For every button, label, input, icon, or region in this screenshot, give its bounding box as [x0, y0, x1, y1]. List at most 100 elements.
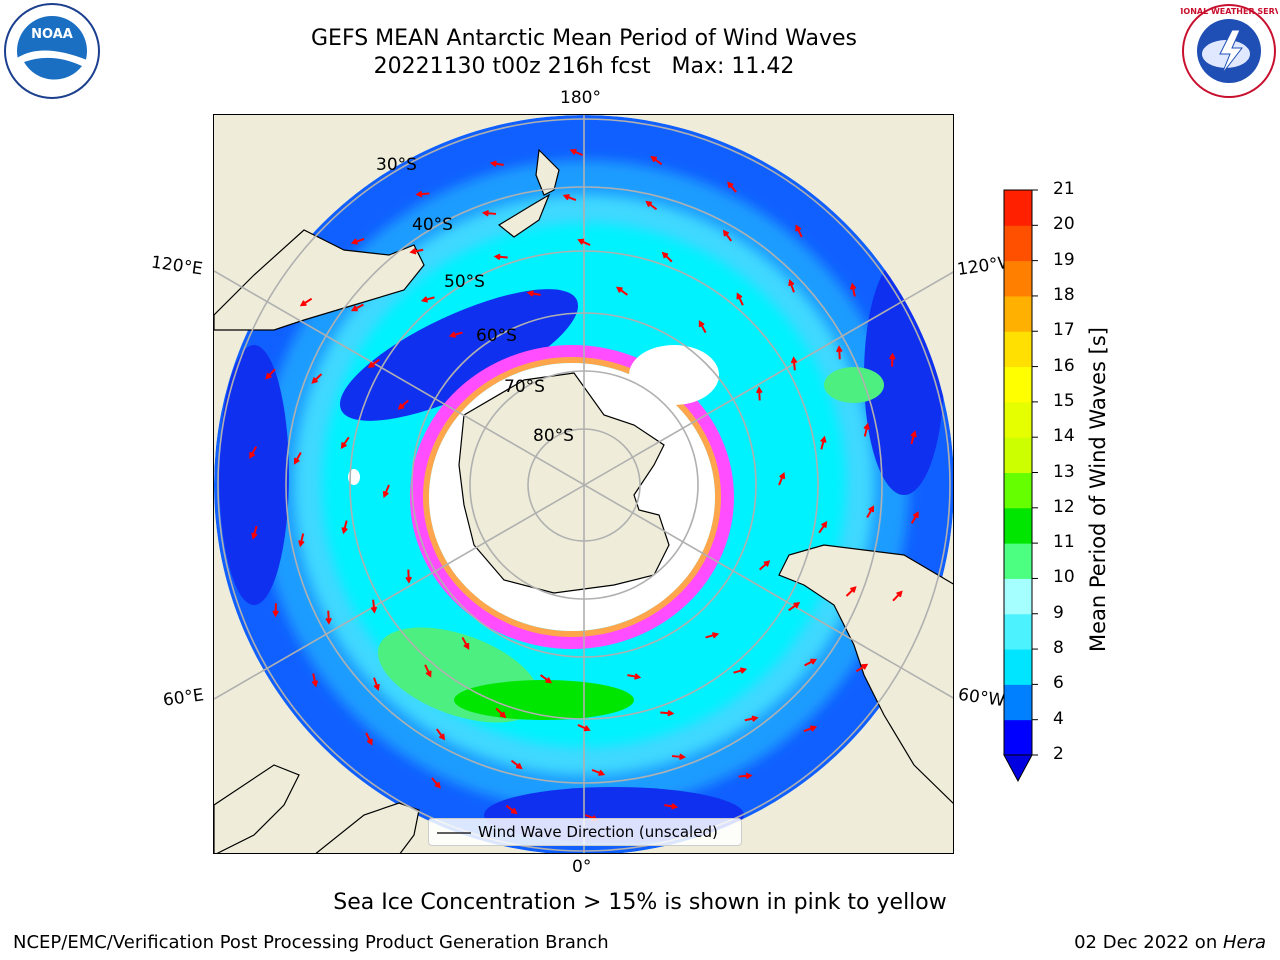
- lat-label-30s: 30°S: [376, 155, 417, 175]
- colorbar-tick-label: 10: [1053, 567, 1075, 588]
- wind-arrow: [577, 238, 591, 246]
- lat-label-60s: 60°S: [476, 326, 517, 346]
- wind-arrow: [562, 194, 577, 202]
- wind-arrow: [892, 590, 903, 602]
- wind-arrow: [409, 248, 424, 255]
- wind-arrow: [722, 229, 733, 242]
- lon-label-0: 0°: [572, 857, 592, 877]
- colorbar-swatch: [1004, 295, 1032, 332]
- wind-arrow: [510, 759, 523, 770]
- colorbar-tick-label: 6: [1053, 673, 1064, 694]
- colorbar-tick-label: 4: [1053, 708, 1064, 729]
- wind-arrow: [660, 709, 675, 717]
- noaa-logo-text: NOAA: [31, 27, 73, 42]
- sea-ice-edge: [410, 345, 734, 649]
- wind-arrow: [591, 768, 606, 776]
- wind-arrow: [863, 422, 870, 437]
- colorbar-swatch: [1004, 437, 1032, 473]
- colorbar-tick-label: 9: [1053, 602, 1064, 623]
- legend-label: Wind Wave Direction (unscaled): [478, 823, 718, 841]
- wind-arrow: [481, 209, 497, 217]
- noaa-logo: NOAA: [4, 3, 100, 99]
- wind-arrow: [415, 190, 430, 198]
- wind-arrow: [790, 356, 798, 371]
- wind-arrow: [340, 436, 350, 449]
- wind-arrow: [727, 181, 737, 193]
- graticule: [214, 115, 953, 853]
- footer-date-text: 02 Dec 2022 on: [1074, 932, 1223, 953]
- wind-arrow: [526, 290, 541, 297]
- lon-label-180: 180°: [560, 88, 601, 108]
- footer-credit: NCEP/EMC/Verification Post Processing Pr…: [13, 932, 609, 953]
- land-south-america: [778, 544, 953, 804]
- wind-arrow: [431, 777, 441, 789]
- wind-arrow: [661, 251, 673, 263]
- lat-label-40s: 40°S: [412, 215, 453, 235]
- colorbar-swatch: [1004, 507, 1032, 544]
- wind-arrow: [855, 663, 869, 673]
- wind-arrow: [325, 610, 332, 625]
- lat-label-80s: 80°S: [533, 426, 574, 446]
- map-frame: 30°S 40°S 50°S 60°S 70°S 80°S: [213, 114, 954, 854]
- wind-arrow: [272, 603, 279, 618]
- wind-arrow: [845, 586, 857, 597]
- wind-arrow: [866, 505, 875, 519]
- colorbar-tick-label: 2: [1053, 744, 1064, 764]
- wind-arrow: [577, 724, 591, 732]
- wind-arrow: [251, 525, 258, 540]
- colorbar-tick-label: 14: [1053, 426, 1075, 447]
- wind-arrow: [540, 674, 553, 684]
- wind-arrow: [910, 430, 917, 445]
- wind-arrow: [397, 399, 409, 410]
- colorbar-swatch: [1004, 190, 1032, 226]
- land-antarctica: [458, 372, 670, 594]
- colorbar-swatch: [1004, 719, 1032, 756]
- colorbar-swatch: [1004, 472, 1032, 509]
- colorbar-tick-label: 8: [1053, 638, 1064, 659]
- wind-arrow: [424, 664, 432, 678]
- colorbar-tick-label: 13: [1053, 461, 1075, 482]
- nws-ring-text: NATIONAL WEATHER SERVICE: [1180, 7, 1278, 16]
- wind-arrow: [350, 237, 365, 245]
- wind-arrow: [299, 297, 313, 307]
- colorbar-tick-label: 15: [1053, 390, 1075, 411]
- wind-arrow: [733, 667, 748, 674]
- wind-arrow: [489, 160, 504, 167]
- wind-arrow: [382, 484, 390, 498]
- wind-arrow: [311, 673, 319, 688]
- colorbar-under-arrow: [1003, 754, 1033, 783]
- land-madagascar: [214, 764, 300, 853]
- wind-arrow: [311, 373, 323, 384]
- wind-arrow: [350, 303, 364, 312]
- wind-arrow: [705, 632, 720, 639]
- lon-label-60e: 60°E: [161, 685, 206, 711]
- wind-arrow: [889, 352, 896, 367]
- wind-arrow: [569, 148, 584, 156]
- wind-arrow: [461, 636, 470, 650]
- wind-arrow: [804, 658, 818, 667]
- wind-arrow: [756, 386, 763, 401]
- colorbar: [1003, 189, 1038, 783]
- colorbar-swatch: [1004, 543, 1032, 579]
- wind-arrow: [249, 446, 258, 459]
- wind-arrow: [671, 753, 687, 761]
- colorbar-swatch: [1004, 684, 1032, 721]
- lat-label-70s: 70°S: [504, 377, 545, 397]
- wind-arrow: [849, 282, 857, 297]
- map-legend: Wind Wave Direction (unscaled): [428, 818, 742, 846]
- nws-logo: NATIONAL WEATHER SERVICE: [1180, 4, 1278, 98]
- sea-ice-inner: [423, 357, 721, 637]
- chart-title: GEFS MEAN Antarctic Mean Period of Wind …: [311, 26, 857, 51]
- wind-arrow: [505, 804, 518, 815]
- colorbar-tick-label: 21: [1053, 179, 1075, 199]
- wind-arrow: [627, 673, 642, 680]
- wind-arrow: [803, 725, 818, 733]
- legend-line: [437, 832, 471, 834]
- colorbar-tick-label: 16: [1053, 355, 1075, 376]
- wind-arrow: [664, 803, 679, 810]
- colorbar-swatch: [1004, 225, 1032, 262]
- colorbar-label: Mean Period of Wind Waves [s]: [1086, 327, 1110, 652]
- polar-map: 30°S 40°S 50°S 60°S 70°S 80°S: [214, 115, 953, 853]
- wind-arrow: [493, 253, 508, 261]
- colorbar-tick-label: 17: [1053, 320, 1075, 341]
